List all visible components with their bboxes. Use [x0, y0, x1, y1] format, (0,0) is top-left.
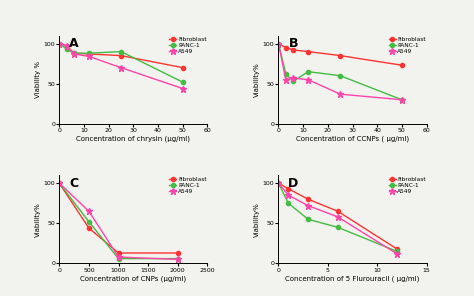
A549 — [305, 204, 311, 207]
Fibroblast — [116, 251, 121, 255]
A549 — [86, 55, 91, 58]
Fibroblast — [305, 50, 311, 53]
Line: Fibroblast: Fibroblast — [276, 181, 399, 251]
A549 — [276, 42, 282, 45]
Line: A549: A549 — [275, 40, 405, 103]
Fibroblast — [337, 54, 343, 57]
Line: A549: A549 — [56, 180, 181, 263]
PANC-1 — [86, 52, 91, 55]
Text: A: A — [69, 37, 79, 50]
Fibroblast — [86, 52, 91, 56]
Fibroblast — [180, 66, 185, 70]
PANC-1 — [291, 80, 296, 83]
PANC-1 — [56, 42, 62, 45]
Line: PANC-1: PANC-1 — [57, 41, 185, 84]
A549 — [71, 52, 77, 56]
Y-axis label: Viability%: Viability% — [254, 202, 260, 237]
A549 — [291, 76, 296, 80]
A549 — [56, 42, 62, 45]
PANC-1 — [283, 72, 289, 76]
Text: D: D — [288, 177, 299, 190]
A549 — [118, 66, 124, 70]
Legend: Fibroblast, PANC-1, A549: Fibroblast, PANC-1, A549 — [169, 37, 208, 55]
A549 — [399, 98, 405, 102]
Fibroblast — [399, 63, 405, 67]
A549 — [335, 215, 340, 219]
Line: A549: A549 — [56, 40, 186, 92]
Fibroblast — [283, 46, 289, 49]
PANC-1 — [180, 80, 185, 84]
PANC-1 — [86, 220, 91, 223]
Fibroblast — [276, 181, 282, 185]
Y-axis label: Viability%: Viability% — [254, 62, 260, 97]
PANC-1 — [305, 218, 311, 221]
PANC-1 — [71, 52, 77, 55]
PANC-1 — [285, 202, 291, 205]
A549 — [283, 78, 289, 81]
Line: PANC-1: PANC-1 — [276, 181, 399, 253]
Line: PANC-1: PANC-1 — [276, 41, 404, 102]
Line: Fibroblast: Fibroblast — [57, 181, 180, 255]
Legend: Fibroblast, PANC-1, A549: Fibroblast, PANC-1, A549 — [388, 176, 427, 194]
Fibroblast — [56, 42, 62, 45]
PANC-1 — [175, 257, 181, 260]
Line: Fibroblast: Fibroblast — [276, 41, 404, 67]
A549 — [337, 92, 343, 96]
PANC-1 — [276, 181, 282, 185]
Fibroblast — [285, 187, 291, 191]
PANC-1 — [64, 47, 70, 51]
Legend: Fibroblast, PANC-1, A549: Fibroblast, PANC-1, A549 — [388, 37, 427, 55]
A549 — [175, 258, 181, 261]
PANC-1 — [399, 98, 405, 102]
A549 — [64, 44, 70, 48]
PANC-1 — [116, 257, 121, 260]
Fibroblast — [276, 42, 282, 45]
X-axis label: Concentration of 5 Flurouracil ( μg/ml): Concentration of 5 Flurouracil ( μg/ml) — [285, 275, 419, 282]
A549 — [276, 181, 282, 185]
A549 — [285, 193, 291, 197]
X-axis label: Concentration of CNPs (μg/ml): Concentration of CNPs (μg/ml) — [80, 275, 186, 282]
Text: B: B — [289, 37, 298, 50]
A549 — [305, 78, 311, 81]
PANC-1 — [276, 42, 282, 45]
A549 — [116, 255, 121, 259]
A549 — [180, 87, 185, 90]
PANC-1 — [394, 250, 400, 253]
Y-axis label: Viability%: Viability% — [35, 202, 41, 237]
Fibroblast — [335, 210, 340, 213]
Line: PANC-1: PANC-1 — [57, 181, 180, 261]
Fibroblast — [118, 54, 124, 57]
Fibroblast — [305, 197, 311, 201]
A549 — [394, 252, 400, 255]
X-axis label: Concentration of chrysin (μg/ml): Concentration of chrysin (μg/ml) — [76, 136, 191, 142]
Fibroblast — [175, 251, 181, 255]
Fibroblast — [56, 181, 62, 185]
PANC-1 — [118, 50, 124, 53]
PANC-1 — [337, 74, 343, 78]
Y-axis label: Viability %: Viability % — [35, 61, 41, 98]
PANC-1 — [305, 70, 311, 73]
A549 — [86, 210, 91, 213]
Fibroblast — [71, 52, 77, 55]
Fibroblast — [64, 44, 70, 48]
Line: Fibroblast: Fibroblast — [57, 41, 185, 70]
Text: C: C — [70, 177, 79, 190]
X-axis label: Concentration of CCNPs ( μg/ml): Concentration of CCNPs ( μg/ml) — [296, 136, 409, 142]
Fibroblast — [394, 247, 400, 251]
PANC-1 — [335, 226, 340, 229]
PANC-1 — [56, 181, 62, 185]
Legend: Fibroblast, PANC-1, A549: Fibroblast, PANC-1, A549 — [169, 176, 208, 194]
Fibroblast — [86, 226, 91, 230]
A549 — [56, 181, 62, 185]
Fibroblast — [291, 48, 296, 52]
Line: A549: A549 — [275, 180, 401, 257]
